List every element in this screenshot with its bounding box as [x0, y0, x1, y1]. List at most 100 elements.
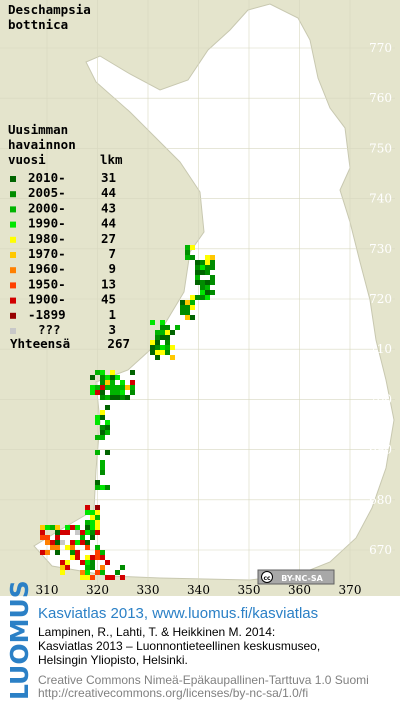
cell: [55, 540, 60, 545]
cell: [90, 555, 95, 560]
cell: [120, 575, 125, 580]
cell: [115, 390, 120, 395]
cell: [165, 345, 170, 350]
cell: [95, 515, 100, 520]
cell: [40, 530, 45, 535]
cell: [165, 350, 170, 355]
cell: [110, 395, 115, 400]
cell: [95, 480, 100, 485]
cell: [95, 550, 100, 555]
easting-label: 330: [137, 583, 160, 597]
cell: [90, 560, 95, 565]
cell: [205, 285, 210, 290]
northing-label: 680: [369, 493, 392, 507]
cell: [155, 340, 160, 345]
northing-label: 730: [369, 242, 392, 256]
logo: LUOMUS: [5, 580, 34, 700]
cell: [110, 380, 115, 385]
cell: [90, 510, 95, 515]
cell: [105, 385, 110, 390]
cell: [90, 375, 95, 380]
license-text: Creative Commons Nimeä-Epäkaupallinen-Ta…: [38, 673, 369, 687]
cell: [110, 370, 115, 375]
cell: [75, 550, 80, 555]
cell: [130, 390, 135, 395]
cell: [85, 555, 90, 560]
cell: [85, 545, 90, 550]
cell: [90, 515, 95, 520]
easting-label: 370: [339, 583, 362, 597]
cell: [100, 435, 105, 440]
cell: [205, 280, 210, 285]
legend-count: 31: [101, 170, 116, 185]
cell: [200, 260, 205, 265]
license-badge-text: BY-NC-SA: [281, 574, 323, 583]
cell: [90, 565, 95, 570]
cell: [210, 255, 215, 260]
legend-count: 44: [101, 216, 116, 231]
cell: [200, 295, 205, 300]
cell: [60, 540, 65, 545]
cell: [100, 565, 105, 570]
legend-label: 2010-: [28, 170, 66, 185]
legend-swatch: [10, 176, 16, 182]
cell: [80, 535, 85, 540]
footer-link: Kasviatlas 2013, www.luomus.fi/kasviatla…: [38, 605, 318, 622]
cell: [160, 350, 165, 355]
cell: [180, 310, 185, 315]
cell: [200, 280, 205, 285]
legend-swatch: [10, 328, 16, 334]
cell: [45, 540, 50, 545]
cell: [150, 350, 155, 355]
cell: [95, 435, 100, 440]
cell: [200, 265, 205, 270]
cell: [165, 330, 170, 335]
cell: [175, 325, 180, 330]
legend-total: 267: [107, 336, 130, 351]
northing-label: 670: [369, 543, 392, 557]
cell: [85, 575, 90, 580]
cell: [155, 355, 160, 360]
legend-count: 1: [108, 307, 116, 322]
legend-count: 44: [101, 185, 116, 200]
cell: [190, 255, 195, 260]
legend-label: 1960-: [28, 261, 66, 276]
cell: [205, 295, 210, 300]
cell: [85, 520, 90, 525]
cell: [85, 570, 90, 575]
cell: [105, 375, 110, 380]
cell: [65, 530, 70, 535]
cell: [185, 245, 190, 250]
cell: [120, 390, 125, 395]
legend-swatch: [10, 297, 16, 304]
legend-count: 3: [108, 322, 116, 337]
cell: [105, 425, 110, 430]
cell: [195, 270, 200, 275]
cell: [160, 325, 165, 330]
legend-header: vuosi: [8, 152, 46, 167]
cell: [110, 385, 115, 390]
cell: [95, 420, 100, 425]
cell: [105, 450, 110, 455]
cell: [195, 280, 200, 285]
cell: [100, 485, 105, 490]
cell: [90, 390, 95, 395]
northing-label: 770: [369, 41, 392, 55]
license-badge: cc BY-NC-SA: [257, 569, 335, 585]
cell: [100, 395, 105, 400]
cell: [75, 555, 80, 560]
cell: [120, 565, 125, 570]
cell: [160, 330, 165, 335]
cell: [190, 305, 195, 310]
cell: [65, 560, 70, 565]
cell: [100, 550, 105, 555]
cell: [105, 380, 110, 385]
cell: [70, 525, 75, 530]
cell: [90, 525, 95, 530]
cell: [75, 530, 80, 535]
cell: [65, 545, 70, 550]
northing-label: 740: [369, 192, 392, 206]
legend-count: 9: [108, 261, 116, 276]
cell: [100, 390, 105, 395]
cell: [210, 280, 215, 285]
